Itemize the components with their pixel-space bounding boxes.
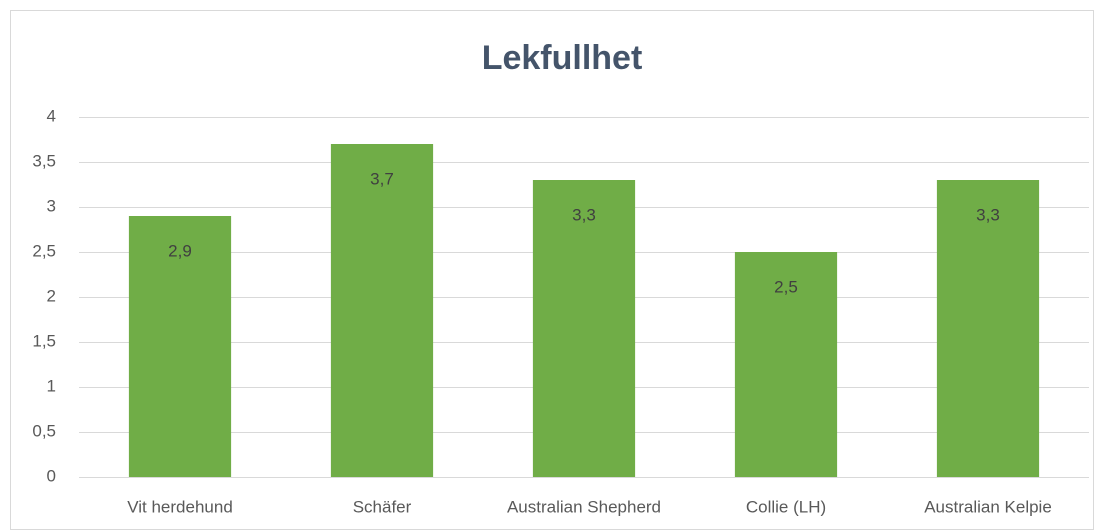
chart-title: Lekfullhet: [482, 39, 643, 77]
x-tick-label: Australian Shepherd: [507, 497, 661, 516]
y-tick-label: 2: [47, 286, 56, 305]
data-label: 3,3: [976, 205, 1000, 224]
x-tick-label: Vit herdehund: [127, 497, 233, 516]
y-tick-label: 3: [47, 196, 56, 215]
data-label: 3,3: [572, 205, 596, 224]
y-tick-label: 0: [47, 466, 56, 485]
x-tick-label: Collie (LH): [746, 497, 826, 516]
bar: [128, 216, 232, 477]
x-tick-label: Australian Kelpie: [924, 497, 1052, 516]
bar: [936, 180, 1040, 477]
data-label: 3,7: [370, 169, 394, 188]
data-label: 2,9: [168, 241, 192, 260]
y-tick-label: 0,5: [32, 421, 56, 440]
bar: [330, 144, 434, 477]
y-tick-label: 3,5: [32, 151, 56, 170]
y-tick-label: 2,5: [32, 241, 56, 260]
data-label: 2,5: [774, 277, 798, 296]
x-tick-label: Schäfer: [353, 497, 412, 516]
bar: [532, 180, 636, 477]
y-tick-label: 1,5: [32, 331, 56, 350]
y-tick-label: 4: [47, 106, 56, 125]
y-tick-label: 1: [47, 376, 56, 395]
bar: [734, 252, 838, 477]
